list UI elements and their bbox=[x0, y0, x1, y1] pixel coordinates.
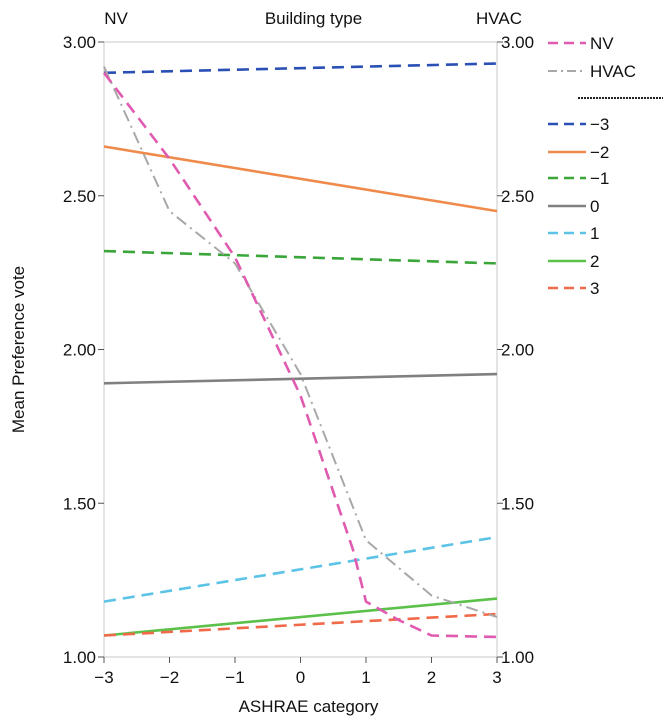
legend-label: 0 bbox=[590, 197, 599, 216]
x-tick-label: −2 bbox=[160, 668, 179, 687]
series-line bbox=[102, 72, 498, 639]
y-tick-label-left: 1.50 bbox=[63, 494, 96, 513]
y-tick-label-left: 2.00 bbox=[63, 341, 96, 360]
y-tick-label-right: 1.00 bbox=[501, 648, 534, 667]
ticks-layer: 1.00 1.00 1.50 1.50 2.00 2.00 2.50 2.50 3.00 3.00… bbox=[63, 33, 534, 687]
y-tick-label-right: 2.50 bbox=[501, 187, 534, 206]
series-layer bbox=[102, 62, 498, 639]
series-line bbox=[103, 66, 498, 618]
plot-area bbox=[103, 41, 498, 658]
legend-label: 2 bbox=[590, 252, 599, 271]
y-tick-label-right: 2.00 bbox=[501, 341, 534, 360]
y-tick-label-left: 2.50 bbox=[63, 187, 96, 206]
series-line bbox=[103, 62, 498, 75]
x-tick-label: −1 bbox=[225, 668, 244, 687]
top-right-label: HVAC bbox=[476, 9, 522, 28]
legend-label: HVAC bbox=[590, 62, 636, 81]
series-line bbox=[103, 535, 498, 603]
y-axis-label: Mean Preference vote bbox=[9, 266, 28, 433]
y-tick-label-right: 1.50 bbox=[501, 494, 534, 513]
x-tick-label: 0 bbox=[296, 668, 305, 687]
x-tick-label: −3 bbox=[94, 668, 113, 687]
legend-label: 1 bbox=[590, 224, 599, 243]
y-tick-label-left: 3.00 bbox=[63, 33, 96, 52]
y-tick-label-right: 3.00 bbox=[501, 33, 534, 52]
legend-label: −2 bbox=[590, 143, 609, 162]
legend-label: −1 bbox=[590, 169, 609, 188]
series-line bbox=[103, 597, 498, 637]
series-line bbox=[103, 145, 498, 213]
legend-label: −3 bbox=[590, 115, 609, 134]
top-left-label: NV bbox=[104, 9, 128, 28]
y-tick-label-left: 1.00 bbox=[63, 648, 96, 667]
x-tick-label: 3 bbox=[492, 668, 501, 687]
legend-label: 3 bbox=[590, 279, 599, 298]
series-line bbox=[103, 372, 498, 385]
x-tick-label: 2 bbox=[427, 668, 436, 687]
series-line bbox=[103, 612, 498, 637]
legend-label: NV bbox=[590, 34, 614, 53]
x-axis-label: ASHRAE category bbox=[239, 697, 379, 716]
legend: NV HVAC −3 −2 −1 0 1 2 3 bbox=[548, 34, 663, 298]
x-tick-label: 1 bbox=[361, 668, 370, 687]
series-line bbox=[103, 249, 498, 265]
top-axis-title: Building type bbox=[265, 9, 362, 28]
